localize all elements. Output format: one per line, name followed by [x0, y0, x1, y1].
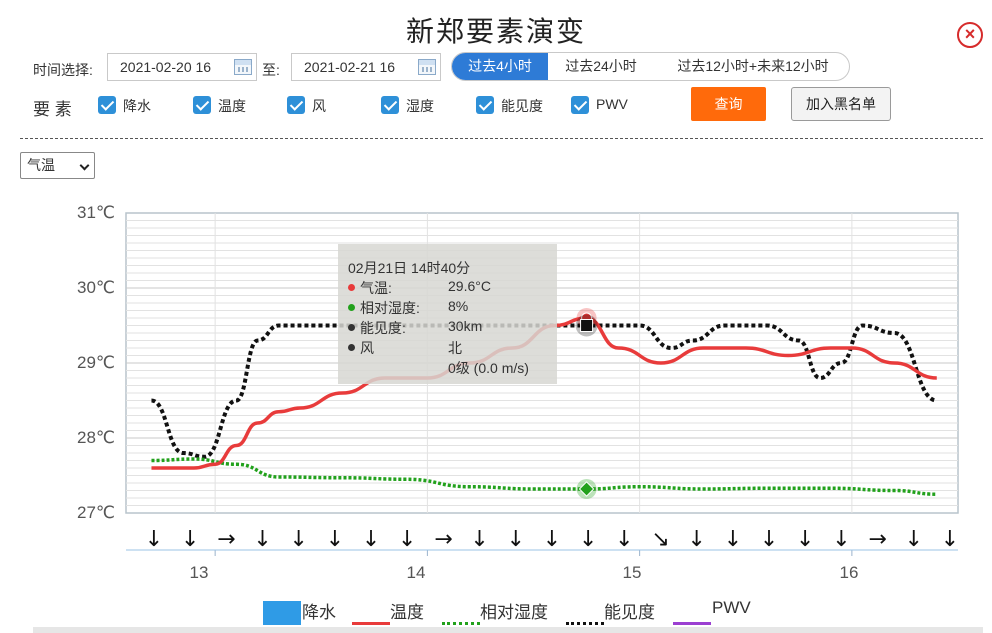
wind-barb-icon: ↓: [796, 527, 814, 552]
wind-barb-icon: →: [217, 527, 235, 552]
visibility-highlight-point: [580, 319, 594, 332]
add-blacklist-button[interactable]: 加入黑名单: [791, 87, 891, 121]
checkbox-humidity[interactable]: [381, 96, 399, 114]
y-tick-label: 30℃: [76, 278, 115, 297]
tooltip-row: 能见度:: [348, 318, 406, 338]
wind-barb-icon: ↓: [724, 527, 742, 552]
checkbox-pwv[interactable]: [571, 96, 589, 114]
checkbox-label: 湿度: [406, 98, 434, 114]
start-date-input[interactable]: 2021-02-20 16: [107, 53, 257, 81]
legend-swatch-humidity[interactable]: [442, 622, 480, 625]
wind-barb-icon: ↘: [651, 527, 669, 552]
legend-swatch-visibility[interactable]: [566, 622, 604, 625]
checkbox-label: 温度: [218, 98, 246, 114]
scrollbar[interactable]: [33, 627, 983, 633]
checkbox-label: 能见度: [501, 98, 543, 114]
y-tick-label: 31℃: [76, 203, 115, 222]
wind-barb-icon: ↓: [398, 527, 416, 552]
wind-barb-icon: ↓: [543, 527, 561, 552]
y-tick-label: 28℃: [76, 428, 115, 447]
wind-barb-icon: ↓: [145, 527, 163, 552]
tooltip-row: 相对湿度:: [348, 298, 420, 318]
wind-barb-icon: ↓: [507, 527, 525, 552]
tooltip-time: 02月21日 14时40分: [348, 260, 471, 276]
end-date-input[interactable]: 2021-02-21 16: [291, 53, 441, 81]
range-button-past-24h[interactable]: 过去24小时: [565, 58, 637, 74]
checkbox-visibility[interactable]: [476, 96, 494, 114]
visibility-line: [150, 323, 938, 459]
legend-label[interactable]: 相对湿度: [480, 603, 548, 622]
legend-label[interactable]: 能见度: [604, 603, 655, 622]
wind-barb-icon: ↓: [579, 527, 597, 552]
legend-label[interactable]: 温度: [390, 603, 424, 622]
legend-label[interactable]: 降水: [302, 603, 336, 622]
wind-barb-icon: ↓: [181, 527, 199, 552]
checkbox-temperature[interactable]: [193, 96, 211, 114]
element-select-value: 气温: [27, 157, 55, 173]
range-button-past-4h[interactable]: 过去4小时: [452, 53, 548, 80]
wind-barb-icon: ↓: [615, 527, 633, 552]
y-tick-label: 27℃: [76, 503, 115, 522]
wind-barb-icon: ↓: [832, 527, 850, 552]
tooltip-label: 风: [360, 340, 374, 356]
time-select-label: 时间选择:: [33, 62, 93, 78]
legend-label[interactable]: PWV: [712, 598, 751, 617]
wind-barb-icon: ↓: [905, 527, 923, 552]
checkbox-wind[interactable]: [287, 96, 305, 114]
tooltip-value: 29.6°C: [448, 278, 491, 294]
tooltip-label: 能见度:: [360, 320, 406, 336]
wind-barb-icon: ↓: [362, 527, 380, 552]
y-tick-label: 29℃: [76, 353, 115, 372]
legend-swatch-pwv[interactable]: [673, 622, 711, 625]
tooltip-row: 风: [348, 338, 374, 358]
x-tick-label: 14: [406, 563, 426, 582]
divider: [20, 138, 983, 139]
wind-barb-icon: ↓: [688, 527, 706, 552]
tooltip-wind-detail: 0级 (0.0 m/s): [448, 360, 529, 376]
tooltip-value: 8%: [448, 298, 469, 314]
calendar-icon[interactable]: [234, 59, 252, 75]
range-selector: [451, 52, 850, 81]
tooltip-value: 30km: [448, 318, 483, 334]
wind-barb-icon: →: [868, 527, 886, 552]
elements-label: 要 素: [33, 100, 72, 119]
close-icon[interactable]: ×: [957, 22, 983, 48]
wind-barb-icon: ↓: [760, 527, 778, 552]
query-button[interactable]: 查询: [691, 87, 766, 121]
wind-barb-icon: ↓: [470, 527, 488, 552]
page-title: 新郑要素演变: [405, 16, 586, 47]
chart-tooltip: 02月21日 14时40分 气温: 29.6°C 相对湿度: 8% 能见度: 3…: [338, 244, 557, 384]
wind-barb-icon: ↓: [253, 527, 271, 552]
start-date-value: 2021-02-20 16: [120, 59, 212, 75]
humidity-dot-icon: [348, 304, 355, 311]
legend-swatch-temperature[interactable]: [352, 622, 390, 625]
tooltip-label: 相对湿度:: [360, 300, 420, 316]
humidity-highlight-point: [578, 481, 595, 497]
to-label: 至:: [262, 62, 280, 78]
temperature-dot-icon: [348, 284, 355, 291]
calendar-icon[interactable]: [418, 59, 436, 75]
humidity-line: [151, 457, 937, 496]
tooltip-value: 北: [448, 340, 462, 356]
tooltip-row: 气温:: [348, 278, 392, 298]
end-date-value: 2021-02-21 16: [304, 59, 396, 75]
wind-dot-icon: [348, 344, 355, 351]
visibility-dot-icon: [348, 324, 355, 331]
checkbox-label: 风: [312, 98, 326, 114]
legend-swatch-precip[interactable]: [263, 601, 301, 625]
checkbox-label: 降水: [123, 98, 151, 114]
wind-barb-icon: ↓: [326, 527, 344, 552]
x-tick-label: 16: [839, 563, 859, 582]
tooltip-label: 气温:: [360, 280, 392, 296]
element-select[interactable]: 气温: [20, 152, 95, 179]
range-button-12h-past-future[interactable]: 过去12小时+未来12小时: [677, 58, 829, 74]
x-tick-label: 15: [622, 563, 642, 582]
x-tick-label: 13: [189, 563, 209, 582]
checkbox-label: PWV: [596, 96, 628, 112]
wind-barb-icon: →: [434, 527, 452, 552]
wind-barb-icon: ↓: [290, 527, 308, 552]
wind-barb-icon: ↓: [941, 527, 959, 552]
checkbox-precip[interactable]: [98, 96, 116, 114]
